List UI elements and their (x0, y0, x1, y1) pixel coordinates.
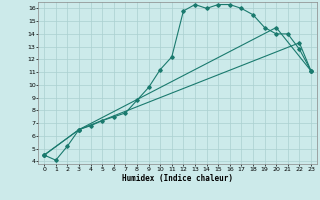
X-axis label: Humidex (Indice chaleur): Humidex (Indice chaleur) (122, 174, 233, 183)
